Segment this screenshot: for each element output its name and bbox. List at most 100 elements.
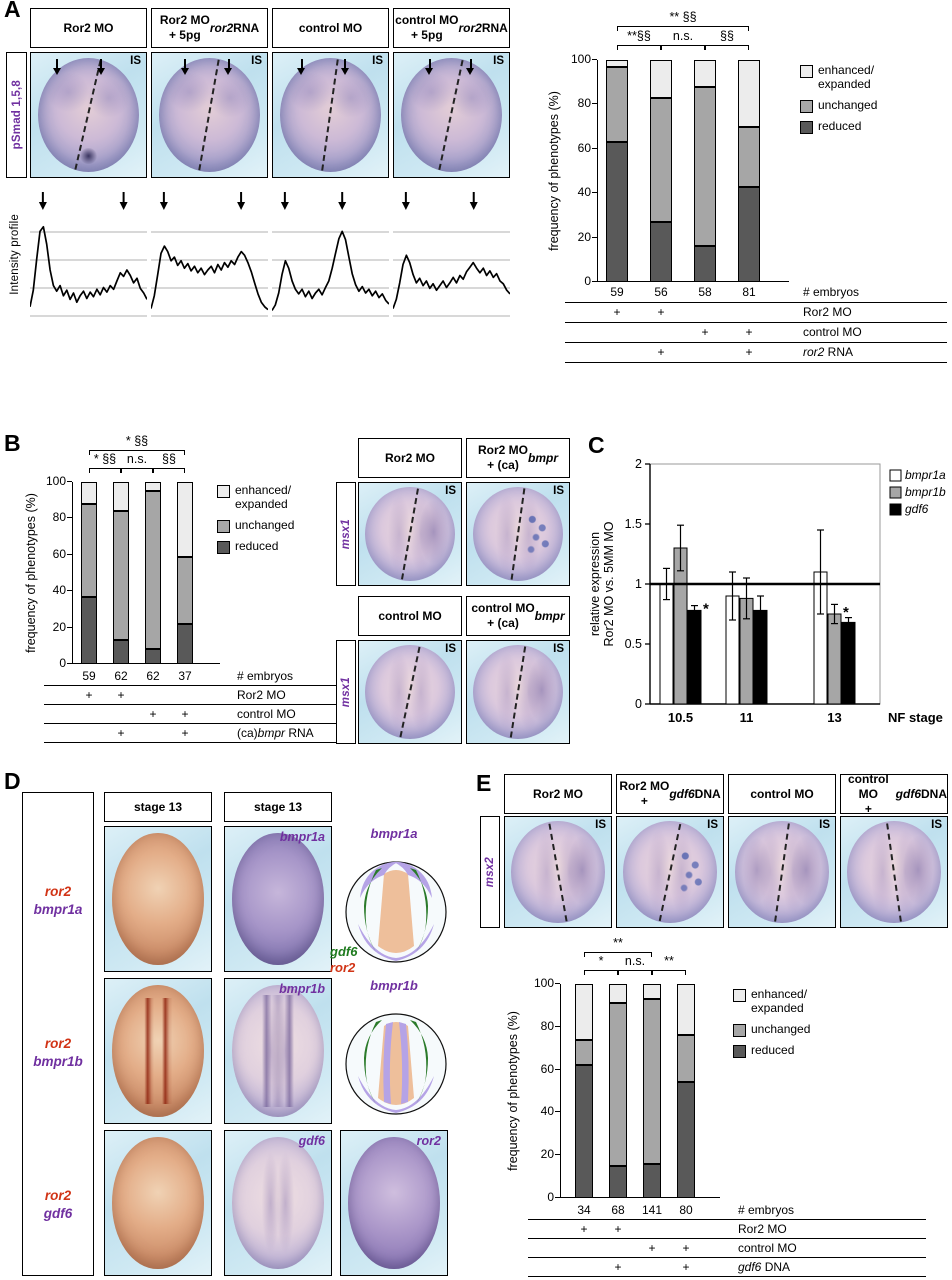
x-axis-label: NF stage xyxy=(888,710,943,725)
table-cell: 58 xyxy=(698,285,712,299)
gene-label-box: msx1 xyxy=(336,482,356,586)
table-cell: + xyxy=(117,688,125,702)
phenotype-frequency-chart-b: frequency of phenotypes (%) 100 80 60 40 20 0 *… xyxy=(22,434,362,768)
y-tick-mark xyxy=(555,1025,560,1027)
arrow-down-icon xyxy=(38,202,47,210)
schematic-cell-bmpr1a: bmpr1a xyxy=(340,826,448,972)
legend-swatch-unchanged xyxy=(733,1023,746,1037)
sig-label: n.s. xyxy=(672,29,694,43)
neural-plate-schematic-bmpr1a xyxy=(345,861,447,963)
y-tick-label: 100 xyxy=(533,976,554,990)
y-tick-label: 80 xyxy=(577,96,591,111)
is-label: IS xyxy=(931,819,942,831)
column-header-ror2-mo-cabmpr: Ror2 MO + (ca) bmpr xyxy=(466,438,570,478)
column-header-control-mo-ror2-rna: control MO + 5pg ror2 RNA xyxy=(393,8,510,48)
table-cell: + xyxy=(149,707,157,721)
bar-segment-enhanced xyxy=(177,482,193,557)
legend-item: unchanged xyxy=(733,1022,810,1037)
panel-d: D ror2 bmpr1a ror2 bmpr1b ror2 gdf6 stage 1… xyxy=(0,768,465,1280)
y-tick-label: 20 xyxy=(577,229,591,244)
legend: enhanced/expanded unchanged reduced xyxy=(800,63,877,134)
intensity-curve xyxy=(272,230,389,311)
sig-label: n.s. xyxy=(624,954,646,968)
is-label: IS xyxy=(553,485,564,497)
embryo-image-control-mo: IS xyxy=(272,52,389,178)
bar-segment-unchanged xyxy=(575,1039,593,1066)
bar-gdf6 xyxy=(841,621,856,705)
y-tick-label: 80 xyxy=(52,510,66,525)
table-row-label: # embryos xyxy=(237,669,294,683)
embryo-image-ror2-mo-cabmpr: IS xyxy=(466,482,570,586)
arrow-down-icon xyxy=(469,202,478,210)
y-tick-label: 100 xyxy=(570,52,591,66)
y-tick-label: 100 xyxy=(45,474,66,488)
y-tick-label: 0 xyxy=(547,1190,554,1204)
y-tick-label: 40 xyxy=(540,1104,554,1119)
legend-label: reduced xyxy=(751,1042,795,1057)
sig-label: * xyxy=(598,954,604,968)
table-cell: 59 xyxy=(610,285,624,299)
y-tick-label: 40 xyxy=(577,185,591,200)
bar-segment-enhanced xyxy=(575,984,593,1040)
table-row-label: Ror2 MO xyxy=(803,305,852,319)
sig-label: §§ xyxy=(162,452,176,466)
gene-pair-label-ror2-gdf6: ror2 gdf6 xyxy=(23,1187,93,1222)
sig-bracket xyxy=(584,952,652,957)
legend-item: reduced xyxy=(733,1042,810,1058)
table-row-label: control MO xyxy=(237,707,296,721)
legend-label: reduced xyxy=(818,118,862,133)
y-tick-mark xyxy=(67,590,72,592)
embryo-image-ror2-gdf6-double xyxy=(104,1130,212,1276)
condition-table-row: + + gdf6 DNA xyxy=(528,1258,926,1277)
embryo-image-bmpr1a: bmpr1a xyxy=(224,826,332,972)
embryo-image-control-mo-gdf6: IS xyxy=(840,816,948,928)
bar-gdf6 xyxy=(687,609,702,705)
arrow-down-icon xyxy=(224,59,233,75)
y-tick-mark xyxy=(67,553,72,555)
significance-asterisk: * xyxy=(703,600,709,617)
embryo-image-ror2-mo: IS xyxy=(358,482,462,586)
y-tick-mark xyxy=(67,663,72,664)
y-axis-label: relative expressionRor2 MO vs. 5MM MO xyxy=(590,521,616,646)
bar-segment-unchanged xyxy=(177,556,193,624)
arrow-down-icon xyxy=(466,59,475,75)
panel-e-embryo-images: IS IS IS IS xyxy=(504,816,948,928)
panel-e: E Ror2 MO Ror2 MO + gdf6 DNA control MO c… xyxy=(468,770,952,1280)
arrow-down-icon xyxy=(119,202,128,210)
y-axis-label: frequency of phenotypes (%) xyxy=(506,1011,520,1171)
in-image-gene-label: gdf6 xyxy=(298,1134,325,1148)
bar-segment-enhanced xyxy=(113,482,129,512)
y-tick-mark xyxy=(67,626,72,628)
sig-bracket xyxy=(617,26,749,31)
condition-table-row: 34 68 141 80 # embryos xyxy=(528,1201,926,1220)
bar-segment-unchanged xyxy=(650,97,672,223)
table-cell: + xyxy=(613,305,621,319)
neural-plate-schematic-bmpr1b xyxy=(345,1013,447,1115)
axes xyxy=(597,60,789,282)
sig-bracket xyxy=(618,970,652,975)
panel-c: C 2 1.5 1 0.5 0 relative expressionRor2 MO vs… xyxy=(578,432,952,772)
condition-table-row: + + control MO xyxy=(565,323,947,343)
sig-label: ** xyxy=(664,954,674,968)
condition-table-row: + + ror2 RNA xyxy=(565,343,947,363)
gene-label-box: msx2 xyxy=(480,816,500,928)
legend-label: bmpr1b xyxy=(905,485,946,499)
legend-item: unchanged xyxy=(217,518,294,533)
table-cell: + xyxy=(614,1260,622,1274)
in-image-gene-label: bmpr1a xyxy=(279,830,325,844)
bar-segment-unchanged xyxy=(145,491,161,650)
embryo xyxy=(473,645,563,739)
table-cell: 141 xyxy=(641,1203,663,1217)
phenotype-frequency-chart-e: frequency of phenotypes (%) 100 80 60 40 20 0 *… xyxy=(498,936,948,1280)
schematic-gene-label: bmpr1b xyxy=(370,978,418,993)
x-tick-label: 10.5 xyxy=(668,710,693,725)
intensity-profile-plot-1 xyxy=(30,192,147,317)
embryo xyxy=(112,832,204,966)
embryo xyxy=(158,57,261,173)
bar-segment-unchanged xyxy=(113,511,129,641)
arrow-down-icon xyxy=(237,202,246,210)
legend-swatch-gdf6 xyxy=(889,503,902,516)
column-header-control-mo-gdf6: control MO + gdf6 DNA xyxy=(840,772,948,816)
y-axis-label-line: relative expression xyxy=(590,532,602,636)
